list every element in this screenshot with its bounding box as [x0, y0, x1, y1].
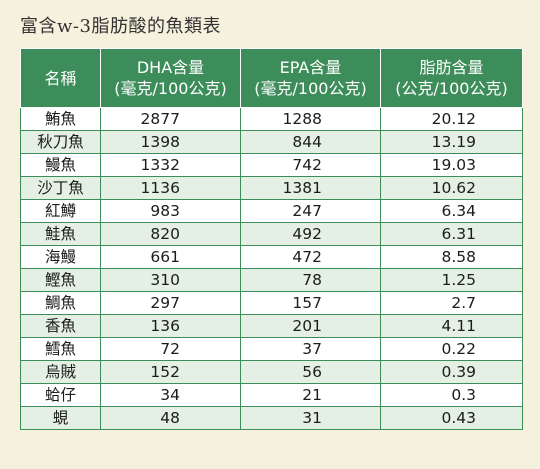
table-row: 鯛魚 297 157 2.7 [20, 291, 523, 315]
epa-value: 56 [240, 360, 381, 384]
epa-value: 21 [240, 383, 381, 407]
header-dha-unit: (毫克/100公克) [114, 79, 227, 98]
fish-name: 蜆 [20, 406, 101, 430]
header-fat: 脂肪含量 (公克/100公克) [380, 48, 523, 108]
header-fat-label: 脂肪含量 [419, 58, 484, 77]
fat-value: 20.12 [380, 107, 523, 131]
fat-value: 0.43 [380, 406, 523, 430]
fat-value: 19.03 [380, 153, 523, 177]
dha-value: 1136 [100, 176, 241, 200]
fat-value: 10.62 [380, 176, 523, 200]
table-row: 鮭魚 820 492 6.31 [20, 222, 523, 246]
fish-name: 沙丁魚 [20, 176, 101, 200]
header-dha-label: DHA含量 [136, 58, 205, 77]
fish-name: 鰻魚 [20, 153, 101, 177]
fish-name: 紅鱒 [20, 199, 101, 223]
table-row: 鮪魚 2877 1288 20.12 [20, 107, 523, 131]
fish-name: 鯛魚 [20, 291, 101, 315]
epa-value: 157 [240, 291, 381, 315]
dha-value: 1398 [100, 130, 241, 154]
fish-name: 秋刀魚 [20, 130, 101, 154]
epa-value: 78 [240, 268, 381, 292]
header-epa-unit: (毫克/100公克) [254, 79, 367, 98]
fish-name: 烏賊 [20, 360, 101, 384]
fat-value: 0.22 [380, 337, 523, 361]
table-row: 鱈魚 72 37 0.22 [20, 337, 523, 361]
fat-value: 6.34 [380, 199, 523, 223]
dha-value: 983 [100, 199, 241, 223]
header-name: 名稱 [20, 48, 101, 108]
epa-value: 742 [240, 153, 381, 177]
dha-value: 1332 [100, 153, 241, 177]
header-fat-unit: (公克/100公克) [395, 79, 508, 98]
dha-value: 136 [100, 314, 241, 338]
dha-value: 820 [100, 222, 241, 246]
fish-name: 香魚 [20, 314, 101, 338]
epa-value: 472 [240, 245, 381, 269]
table-row: 秋刀魚 1398 844 13.19 [20, 130, 523, 154]
fish-name: 鱈魚 [20, 337, 101, 361]
header-name-label: 名稱 [44, 68, 77, 88]
fat-value: 2.7 [380, 291, 523, 315]
table-row: 蜆 48 31 0.43 [20, 406, 523, 430]
dha-value: 2877 [100, 107, 241, 131]
header-dha: DHA含量 (毫克/100公克) [100, 48, 241, 108]
dha-value: 297 [100, 291, 241, 315]
dha-value: 34 [100, 383, 241, 407]
dha-value: 310 [100, 268, 241, 292]
table-row: 鰻魚 1332 742 19.03 [20, 153, 523, 177]
table-row: 鰹魚 310 78 1.25 [20, 268, 523, 292]
epa-value: 247 [240, 199, 381, 223]
fish-name: 鮭魚 [20, 222, 101, 246]
fat-value: 8.58 [380, 245, 523, 269]
epa-value: 492 [240, 222, 381, 246]
dha-value: 48 [100, 406, 241, 430]
fat-value: 4.11 [380, 314, 523, 338]
page-title: 富含w-3脂肪酸的魚類表 [20, 16, 221, 37]
header-epa: EPA含量 (毫克/100公克) [240, 48, 381, 108]
dha-value: 72 [100, 337, 241, 361]
epa-value: 201 [240, 314, 381, 338]
table-row: 烏賊 152 56 0.39 [20, 360, 523, 384]
fish-name: 鰹魚 [20, 268, 101, 292]
dha-value: 661 [100, 245, 241, 269]
fish-name: 蛤仔 [20, 383, 101, 407]
epa-value: 31 [240, 406, 381, 430]
fat-value: 0.39 [380, 360, 523, 384]
fat-value: 1.25 [380, 268, 523, 292]
table-row: 紅鱒 983 247 6.34 [20, 199, 523, 223]
epa-value: 37 [240, 337, 381, 361]
fat-value: 6.31 [380, 222, 523, 246]
table-row: 蛤仔 34 21 0.3 [20, 383, 523, 407]
fat-value: 0.3 [380, 383, 523, 407]
header-epa-label: EPA含量 [279, 58, 342, 77]
epa-value: 1381 [240, 176, 381, 200]
table-header-row: 名稱 DHA含量 (毫克/100公克) EPA含量 (毫克/100公克) 脂肪含… [20, 48, 523, 108]
fish-omega3-table: 名稱 DHA含量 (毫克/100公克) EPA含量 (毫克/100公克) 脂肪含… [20, 48, 523, 430]
fish-name: 海鰻 [20, 245, 101, 269]
fish-name: 鮪魚 [20, 107, 101, 131]
table-row: 海鰻 661 472 8.58 [20, 245, 523, 269]
fat-value: 13.19 [380, 130, 523, 154]
dha-value: 152 [100, 360, 241, 384]
table-row: 沙丁魚 1136 1381 10.62 [20, 176, 523, 200]
epa-value: 1288 [240, 107, 381, 131]
table-row: 香魚 136 201 4.11 [20, 314, 523, 338]
epa-value: 844 [240, 130, 381, 154]
